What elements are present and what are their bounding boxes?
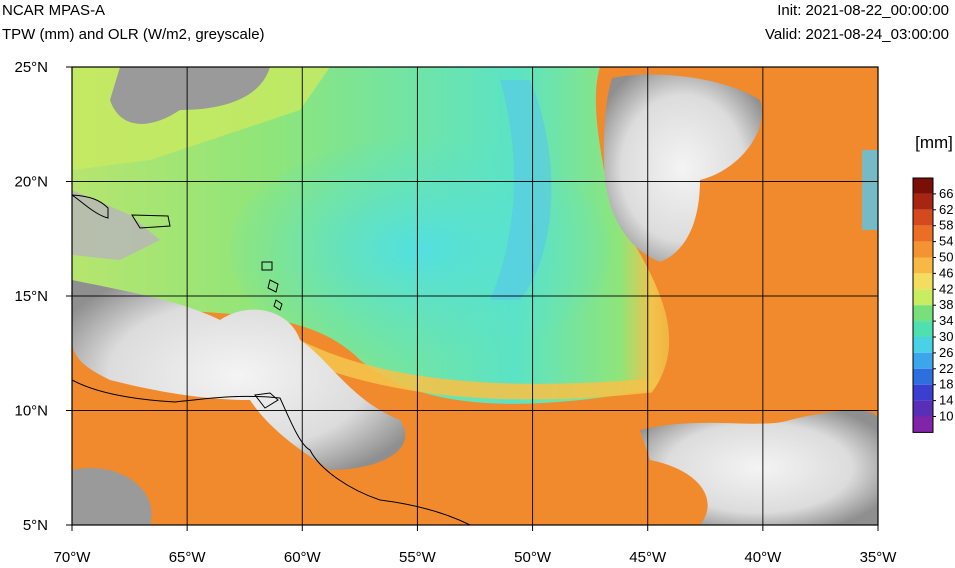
cloud-caribbean [72, 280, 406, 470]
colorbar-swatch [913, 273, 933, 290]
latitude-axis: 25°N 20°N 15°N 10°N 5°N [14, 59, 72, 534]
lat-tick-label: 25°N [14, 59, 48, 76]
lon-tick-label: 60°W [284, 549, 322, 566]
colorbar-label: 26 [939, 345, 953, 360]
colorbar-label: 10 [939, 409, 953, 424]
field-title: TPW (mm) and OLR (W/m2, greyscale) [2, 26, 265, 43]
coastlines [72, 194, 471, 525]
hispaniola-coast [72, 194, 109, 219]
longitude-axis: 70°W 65°W 60°W 55°W 50°W 45°W 40°W 35°W [54, 525, 898, 566]
tpw-dry-streak [490, 80, 552, 300]
lon-tick-label: 45°W [629, 549, 667, 566]
colorbar-swatch [913, 368, 933, 385]
map-plot-area [72, 67, 878, 525]
cloud-south-west [72, 468, 152, 525]
graticule [72, 67, 878, 525]
tpw-blue-edge [862, 150, 878, 230]
lon-tick-label: 65°W [169, 549, 207, 566]
island-2 [267, 279, 279, 293]
model-title: NCAR MPAS-A [2, 2, 106, 19]
colorbar-swatch [913, 209, 933, 226]
island-1 [261, 261, 273, 271]
island-3 [273, 299, 283, 311]
colorbar-swatch [913, 241, 933, 258]
colorbar-label: 34 [939, 313, 953, 328]
lon-tick-label: 70°W [54, 549, 92, 566]
colorbar-swatch [913, 416, 933, 433]
init-time: Init: 2021-08-22_00:00:00 [777, 2, 949, 19]
colorbar-label: 66 [939, 186, 953, 201]
cloud-north-west [110, 67, 270, 124]
lon-tick-label: 35°W [860, 549, 898, 566]
colorbar-swatch [913, 400, 933, 417]
colorbar-label: 14 [939, 393, 953, 408]
lat-tick-label: 20°N [14, 174, 48, 191]
colorbar-swatch [913, 289, 933, 306]
colorbar-swatch [913, 321, 933, 337]
colorbar-swatch [913, 178, 933, 194]
colorbar-label: 50 [939, 250, 953, 265]
colorbar-swatch [913, 384, 933, 401]
colorbar-swatch [913, 193, 933, 210]
colorbar-label: 58 [939, 218, 953, 233]
colorbar-swatch [913, 225, 933, 242]
colorbar-label: 62 [939, 202, 953, 217]
lon-tick-label: 40°W [744, 549, 782, 566]
colorbar-label: 42 [939, 281, 953, 296]
colorbar-label: 30 [939, 329, 953, 344]
colorbar-swatch [913, 257, 933, 274]
puerto-rico-coast [131, 214, 171, 229]
colorbar-label: 18 [939, 377, 953, 392]
colorbar-label: 22 [939, 361, 953, 376]
south-america-coast [72, 379, 471, 525]
island-trinidad [254, 392, 279, 409]
colorbar-units: [mm] [915, 133, 953, 152]
lon-tick-label: 50°W [514, 549, 552, 566]
cloud-south-east [640, 410, 878, 525]
valid-time: Valid: 2021-08-24_03:00:00 [764, 26, 949, 43]
lat-tick-label: 5°N [23, 517, 48, 534]
tpw-yellow-edge [300, 340, 690, 400]
colorbar-label: 54 [939, 234, 953, 249]
cloud-east-system [603, 74, 762, 262]
colorbar-swatch [913, 352, 933, 369]
lat-tick-label: 15°N [14, 288, 48, 305]
colorbar-swatch [913, 337, 933, 353]
colorbar-label: 46 [939, 265, 953, 280]
lat-tick-label: 10°N [14, 403, 48, 420]
colorbar-swatch [913, 305, 933, 322]
colorbar-label: 38 [939, 297, 953, 312]
cloud-puerto-rico [72, 190, 160, 260]
lon-tick-label: 55°W [399, 549, 437, 566]
